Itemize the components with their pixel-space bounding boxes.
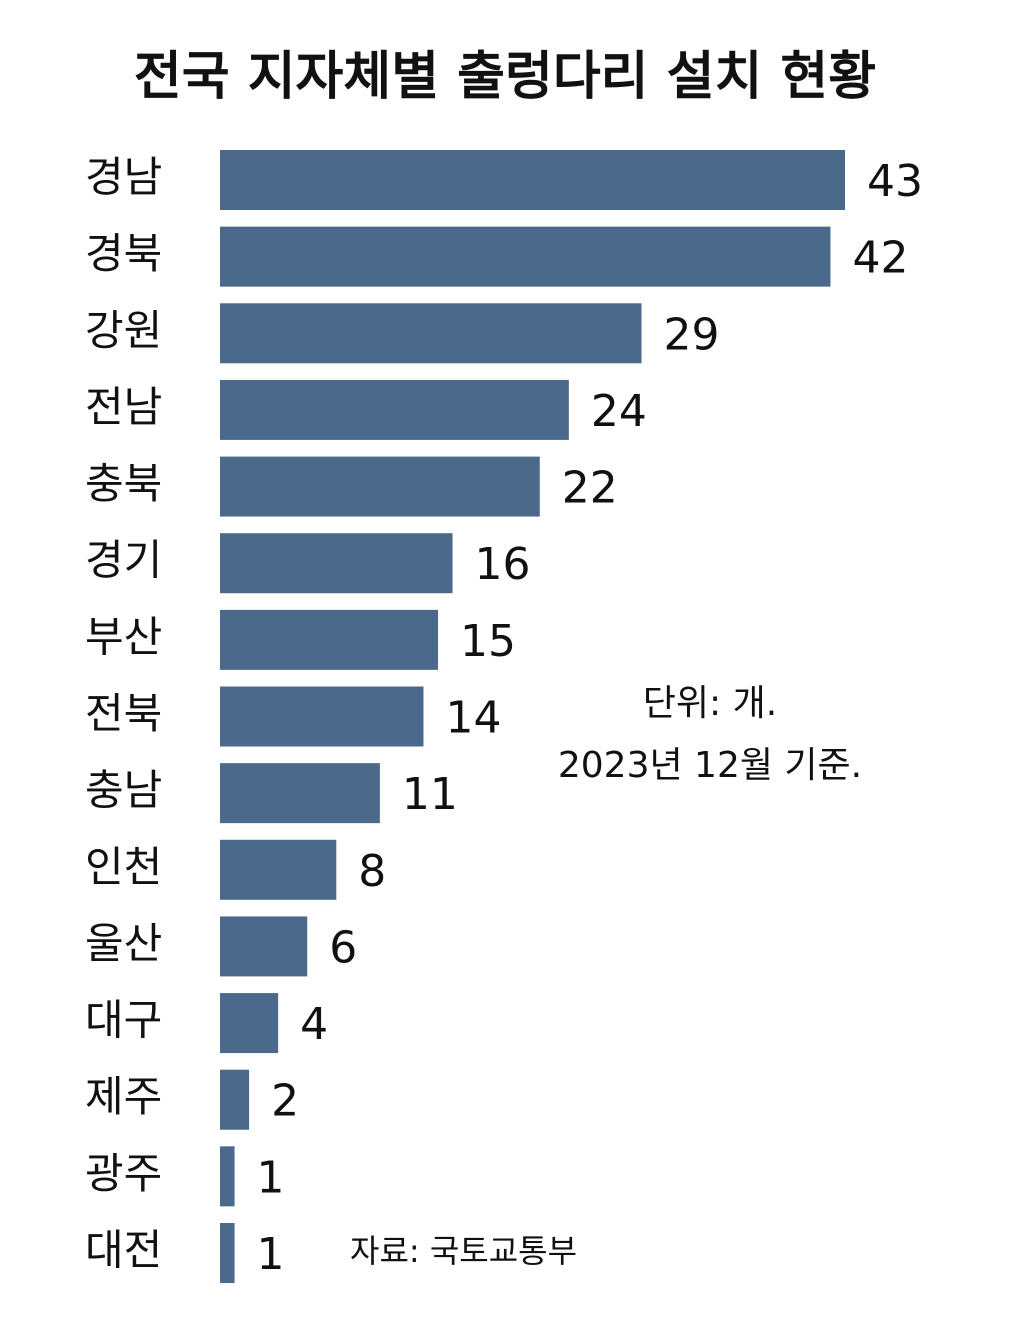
value-label: 4 [300, 999, 328, 1050]
category-label: 광주 [85, 1149, 162, 1198]
category-label: 울산 [85, 919, 162, 968]
value-label: 1 [257, 1152, 285, 1203]
bar [220, 1146, 235, 1207]
value-label: 16 [475, 539, 531, 590]
value-label: 22 [562, 463, 618, 514]
category-label: 강원 [85, 306, 162, 355]
bar [220, 1069, 250, 1130]
bar [220, 993, 279, 1054]
bar [220, 303, 642, 364]
category-label: 전북 [85, 689, 162, 738]
category-label: 대전 [85, 1226, 162, 1275]
category-label: 부산 [85, 612, 162, 661]
value-label: 2 [271, 1076, 299, 1127]
value-label: 15 [460, 616, 516, 667]
value-label: 11 [402, 769, 458, 820]
value-label: 43 [867, 156, 923, 207]
value-label: 8 [358, 846, 386, 897]
bar [220, 686, 424, 747]
value-label: 14 [445, 693, 501, 744]
bar [220, 609, 439, 670]
note: 단위: 개. [643, 683, 777, 724]
value-label: 24 [591, 386, 647, 437]
note: 2023년 12월 기준. [558, 745, 862, 786]
category-label: 대구 [85, 996, 162, 1045]
bar [220, 456, 540, 517]
value-label: 42 [852, 233, 908, 284]
category-label: 충남 [85, 766, 162, 815]
category-label: 경남 [85, 153, 162, 202]
category-label: 인천 [85, 842, 162, 891]
category-label: 충북 [85, 459, 162, 508]
bar [220, 379, 569, 440]
bar [220, 916, 308, 977]
category-label: 경기 [85, 536, 162, 585]
bar [220, 150, 845, 210]
category-label: 전남 [85, 382, 162, 431]
bar [220, 226, 831, 287]
value-label: 6 [329, 922, 357, 973]
value-label: 1 [257, 1229, 285, 1280]
bar [220, 533, 453, 594]
value-label: 29 [664, 309, 720, 360]
source: 자료: 국토교통부 [350, 1232, 577, 1270]
bar [220, 763, 380, 824]
category-label: 경북 [85, 229, 162, 278]
bar [220, 1223, 235, 1283]
category-label: 제주 [85, 1072, 162, 1121]
chart-title: 전국 지자체별 출렁다리 설치 현황 [134, 47, 876, 107]
bar [220, 839, 337, 900]
